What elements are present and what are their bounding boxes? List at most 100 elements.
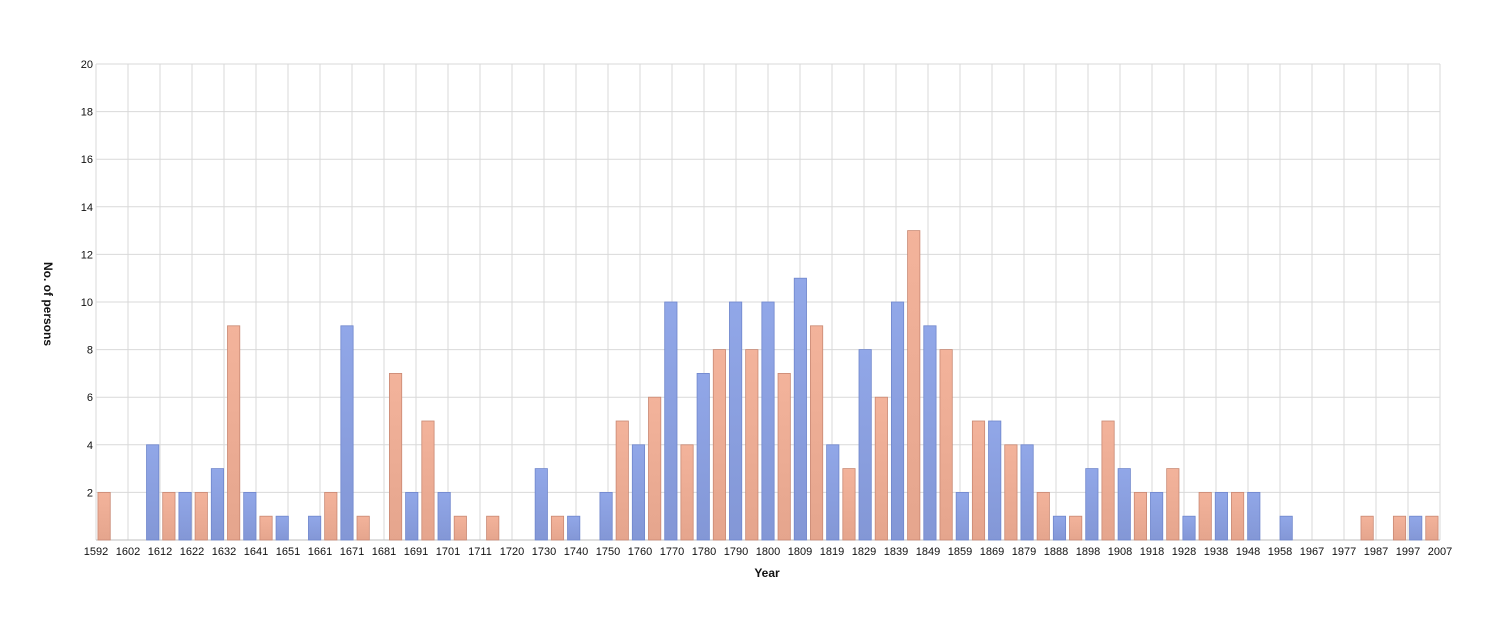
bar	[680, 444, 694, 541]
x-tick-label: 1602	[116, 546, 140, 558]
x-tick-label: 1622	[180, 546, 204, 558]
y-tick-label: 14	[81, 202, 93, 214]
x-tick-label: 1928	[1172, 546, 1196, 558]
bar	[939, 349, 953, 541]
y-tick-label: 16	[81, 154, 93, 166]
x-tick-label: 1938	[1204, 546, 1228, 558]
x-tick-label: 1977	[1332, 546, 1356, 558]
bar	[1133, 491, 1147, 541]
x-tick-label: 1641	[244, 546, 268, 558]
bar	[146, 444, 160, 541]
y-tick-label: 8	[87, 345, 93, 357]
bar	[874, 396, 888, 541]
y-axis-ticks: 2 4 6 8 10 12 14 16 18 20	[81, 59, 93, 499]
bar	[389, 372, 403, 541]
bar	[712, 349, 726, 541]
x-tick-label: 1592	[84, 546, 108, 558]
x-tick-label: 1987	[1364, 546, 1388, 558]
x-tick-label: 1661	[308, 546, 332, 558]
bar	[97, 491, 111, 541]
x-tick-label: 1849	[916, 546, 940, 558]
bar	[1052, 515, 1067, 541]
x-tick-label: 1839	[884, 546, 908, 558]
x-tick-label: 1691	[404, 546, 428, 558]
bar	[1036, 491, 1050, 541]
x-tick-label: 1651	[276, 546, 300, 558]
x-tick-label: 1790	[724, 546, 748, 558]
bar	[955, 491, 969, 541]
bar	[534, 468, 548, 541]
bar	[858, 349, 872, 541]
bar	[777, 372, 791, 541]
bar	[599, 491, 613, 541]
x-tick-label: 1760	[628, 546, 652, 558]
bar	[259, 515, 273, 541]
bar	[793, 277, 807, 541]
bar	[356, 515, 370, 541]
y-axis-title: No. of persons	[41, 262, 55, 346]
bar	[162, 491, 176, 541]
bar	[664, 301, 678, 541]
bar	[923, 325, 937, 541]
bar	[486, 515, 500, 541]
bar	[1392, 515, 1407, 541]
x-tick-label: 1869	[980, 546, 1004, 558]
y-tick-label: 10	[81, 297, 93, 309]
bar	[1409, 515, 1423, 541]
bar	[810, 325, 824, 541]
y-tick-label: 2	[87, 487, 93, 499]
bar	[826, 444, 840, 541]
x-tick-label: 1918	[1140, 546, 1164, 558]
bar	[437, 491, 451, 541]
x-tick-label: 1632	[212, 546, 236, 558]
bar	[405, 491, 419, 541]
bar	[615, 420, 629, 541]
bar	[1069, 515, 1083, 541]
x-tick-label: 1681	[372, 546, 396, 558]
x-tick-label: 2007	[1428, 546, 1452, 558]
bar	[890, 301, 905, 541]
bar	[1117, 468, 1131, 541]
x-tick-label: 1780	[692, 546, 716, 558]
y-tick-label: 6	[87, 392, 93, 404]
y-tick-label: 12	[81, 249, 93, 261]
bar	[745, 349, 759, 541]
bars	[97, 230, 1439, 541]
bar	[648, 396, 662, 541]
x-tick-label: 1671	[340, 546, 364, 558]
bar	[178, 491, 192, 541]
bar	[1166, 468, 1180, 541]
bar	[761, 301, 775, 541]
y-tick-label: 20	[81, 59, 93, 71]
bar	[988, 420, 1002, 541]
x-tick-label: 1829	[852, 546, 876, 558]
bar	[1198, 491, 1212, 541]
bar	[227, 325, 241, 541]
bar	[842, 468, 856, 541]
x-tick-label: 1711	[468, 546, 492, 558]
bar	[308, 515, 322, 541]
x-tick-label: 1859	[948, 546, 972, 558]
bar	[567, 515, 581, 541]
bar	[907, 230, 921, 541]
bar	[1425, 515, 1439, 541]
x-axis-ticks: 1592 1602 1612 1622 1632 1641 1651 1661 1671 1681…	[84, 546, 1452, 558]
bar	[210, 468, 224, 541]
bar	[243, 491, 257, 541]
bar	[421, 420, 435, 541]
x-tick-label: 1770	[660, 546, 684, 558]
x-tick-label: 1730	[532, 546, 556, 558]
bar	[971, 420, 986, 541]
bar	[1150, 491, 1164, 541]
bar	[729, 301, 743, 541]
bar	[631, 444, 646, 541]
bar	[1085, 468, 1099, 541]
x-tick-label: 1958	[1268, 546, 1292, 558]
x-tick-label: 1898	[1076, 546, 1100, 558]
bar	[194, 491, 208, 541]
x-tick-label: 1701	[436, 546, 460, 558]
x-tick-label: 1819	[820, 546, 844, 558]
x-tick-label: 1809	[788, 546, 812, 558]
